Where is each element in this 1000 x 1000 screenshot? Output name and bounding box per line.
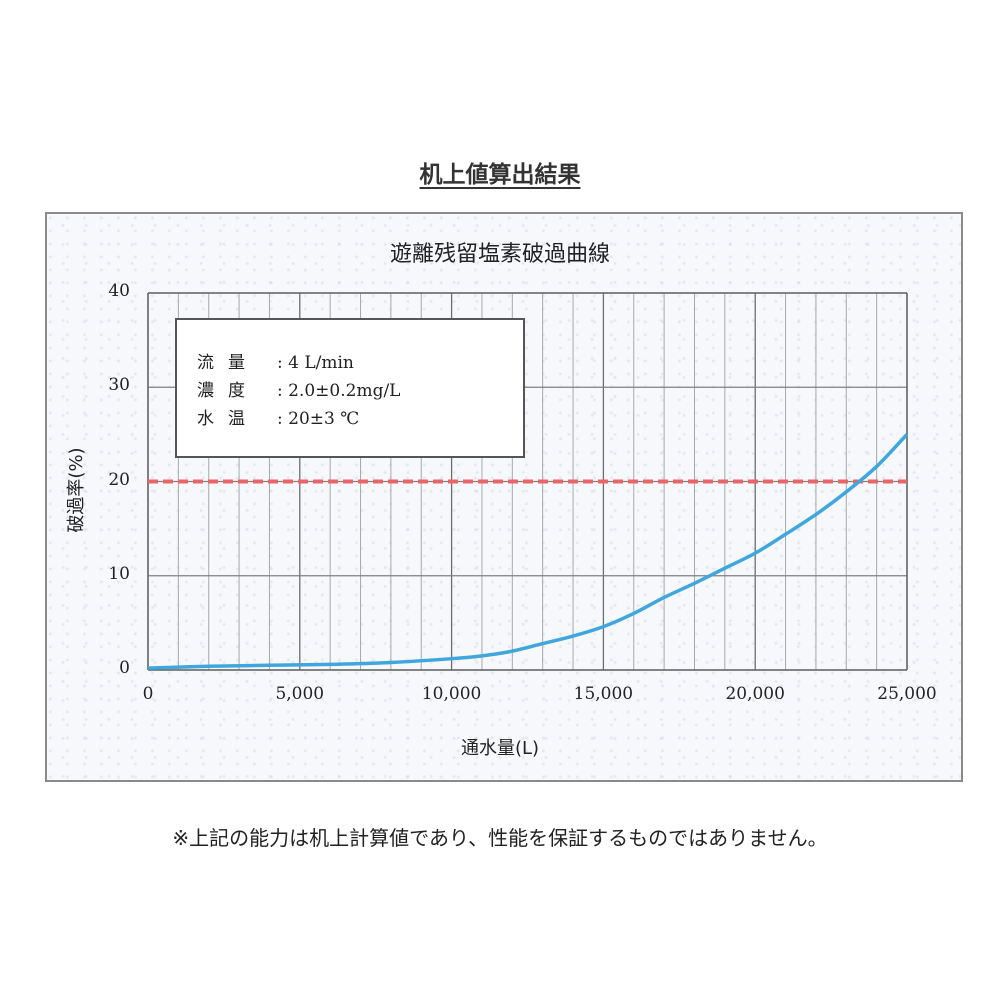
conditions-box: 流量 : 4 L/min 濃度 : 2.0±0.2mg/L 水温 : 20±3 ℃ — [175, 318, 525, 458]
chart-frame — [45, 212, 963, 782]
x-tick-label: 10,000 — [421, 684, 482, 704]
x-tick-label: 25,000 — [877, 684, 937, 704]
condition-value: : 20±3 ℃ — [277, 409, 360, 429]
y-tick-label: 20 — [108, 469, 130, 490]
condition-key: 流量 — [197, 353, 259, 373]
condition-value: : 4 L/min — [277, 353, 354, 373]
y-tick-label: 30 — [108, 375, 130, 396]
document-title-text: 机上値算出結果 — [419, 162, 581, 188]
y-tick-label: 40 — [108, 281, 130, 301]
x-tick-label: 5,000 — [275, 684, 325, 704]
x-axis-label: 通水量(L) — [460, 738, 540, 759]
x-tick-label: 20,000 — [725, 684, 785, 704]
condition-flow-rate: 流量 : 4 L/min — [197, 348, 354, 373]
x-tick-label: 15,000 — [573, 684, 634, 704]
chart-title: 遊離残留塩素破過曲線 — [389, 242, 610, 267]
breakthrough-curve — [147, 433, 909, 670]
y-tick-label: 0 — [119, 658, 130, 678]
condition-key: 濃度 — [197, 381, 259, 401]
condition-concentration: 濃度 : 2.0±0.2mg/L — [197, 376, 400, 401]
disclaimer-note: ※上記の能力は机上計算値であり、性能を保証するものではありません。 — [172, 826, 828, 850]
y-axis-label: 破過率(%) — [66, 447, 87, 533]
condition-water-temp: 水温 : 20±3 ℃ — [197, 404, 359, 429]
condition-value: : 2.0±0.2mg/L — [277, 381, 401, 401]
document-title: 机上値算出結果 — [0, 155, 1000, 189]
x-tick-label: 0 — [142, 684, 154, 704]
y-tick-label: 10 — [108, 563, 130, 584]
condition-key: 水温 — [197, 409, 259, 429]
